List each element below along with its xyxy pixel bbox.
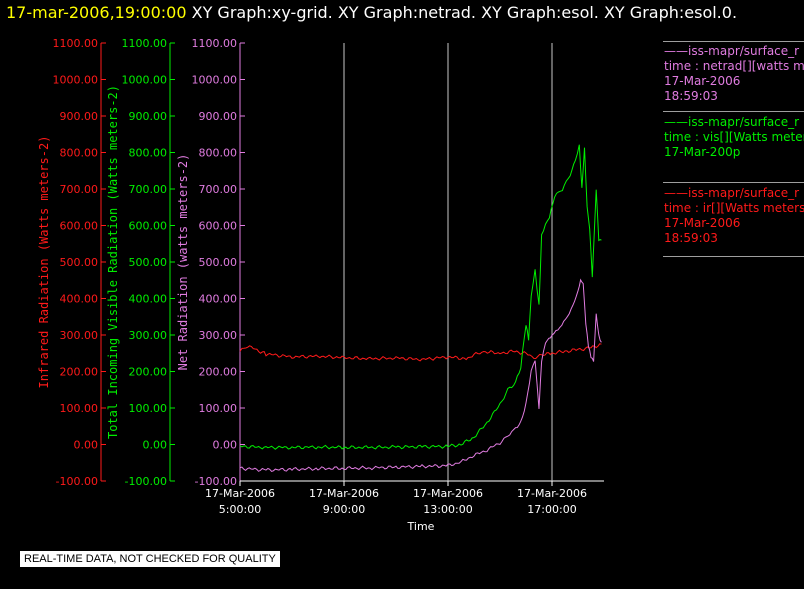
vis-axis-label: Total Incoming Visible Radiation (Watts … (106, 85, 120, 439)
x-tick-label-date: 17-Mar-2006 (517, 487, 587, 500)
vis-y-tick-label: 400.00 (129, 293, 168, 306)
x-tick-label-time: 9:00:00 (323, 503, 365, 516)
ir-series-line (239, 343, 602, 362)
netrad-y-tick-label: 300.00 (199, 329, 238, 342)
legend-entry-netrad: ——iss-mapr/surface_r time : netrad[][wat… (664, 44, 804, 104)
vis-y-tick-label: 500.00 (129, 256, 168, 269)
vis-y-tick-label: 800.00 (129, 147, 168, 160)
legend-ir-date: 17-Mar-2006 (664, 216, 741, 230)
netrad-y-tick-label: 100.00 (199, 402, 238, 415)
ir-y-tick-label: 500.00 (60, 256, 99, 269)
vis-y-tick-label: -100.00 (125, 475, 167, 488)
ir-y-tick-label: 600.00 (60, 220, 99, 233)
legend-ir-time: 18:59:03 (664, 231, 718, 245)
legend-vis-source: ——iss-mapr/surface_r (664, 115, 800, 129)
vis-y-tick-label: 200.00 (129, 366, 168, 379)
legend-separator (663, 256, 804, 257)
vis-y-tick-label: 100.00 (129, 402, 168, 415)
vis-y-tick-label: 600.00 (129, 220, 168, 233)
quality-note: REAL-TIME DATA, NOT CHECKED FOR QUALITY (20, 551, 280, 567)
netrad-y-tick-label: 1100.00 (192, 37, 238, 50)
legend-separator (663, 111, 804, 112)
ir-axis-label: Infrared Radiation (Watts meters-2) (37, 136, 51, 389)
legend-entry-vis: ——iss-mapr/surface_r time : vis[][Watts … (664, 115, 804, 160)
netrad-y-tick-label: 200.00 (199, 366, 238, 379)
netrad-y-tick-label: -100.00 (195, 475, 237, 488)
netrad-y-tick-label: 0.00 (213, 439, 238, 452)
netrad-y-tick-label: 900.00 (199, 110, 238, 123)
netrad-axis-label: Net Radiation (watts meters-2) (176, 154, 190, 371)
netrad-y-tick-label: 400.00 (199, 293, 238, 306)
legend-ir-var: time : ir[][Watts meters (664, 201, 804, 215)
ir-y-tick-label: 800.00 (60, 147, 99, 160)
vis-y-tick-label: 900.00 (129, 110, 168, 123)
title-graphs: XY Graph:xy-grid. XY Graph:netrad. XY Gr… (191, 3, 738, 22)
ir-y-tick-label: 700.00 (60, 183, 99, 196)
x-tick-label-date: 17-Mar-2006 (413, 487, 483, 500)
legend-entry-ir: ——iss-mapr/surface_r time : ir[][Watts m… (664, 186, 804, 246)
legend-separator (663, 182, 804, 183)
netrad-y-tick-label: 1000.00 (192, 74, 238, 87)
x-tick-label-date: 17-Mar-2006 (205, 487, 275, 500)
ir-y-tick-label: 200.00 (60, 366, 99, 379)
legend-netrad-date: 17-Mar-2006 (664, 74, 741, 88)
netrad-y-tick-label: 800.00 (199, 147, 238, 160)
netrad-y-tick-label: 600.00 (199, 220, 238, 233)
vis-y-tick-label: 700.00 (129, 183, 168, 196)
ir-y-tick-label: 1000.00 (53, 74, 99, 87)
x-tick-label-date: 17-Mar-2006 (309, 487, 379, 500)
vis-y-tick-label: 0.00 (143, 439, 168, 452)
legend-netrad-var: time : netrad[][watts me (664, 59, 804, 73)
ir-y-tick-label: 900.00 (60, 110, 99, 123)
netrad-y-tick-label: 500.00 (199, 256, 238, 269)
ir-y-tick-label: 400.00 (60, 293, 99, 306)
title-time: 17-mar-2006,19:00:00 (6, 3, 187, 22)
vis-series-line (239, 144, 602, 450)
vis-y-tick-label: 1100.00 (122, 37, 168, 50)
ir-y-tick-label: -100.00 (56, 475, 98, 488)
x-tick-label-time: 13:00:00 (423, 503, 472, 516)
legend-netrad-time: 18:59:03 (664, 89, 718, 103)
legend-vis-date: 17-Mar-200p (664, 145, 741, 159)
x-tick-label-time: 5:00:00 (219, 503, 261, 516)
title-bar: 17-mar-2006,19:00:00 XY Graph:xy-grid. X… (6, 3, 737, 22)
x-axis-label: Time (407, 520, 435, 533)
x-tick-label-time: 17:00:00 (527, 503, 576, 516)
legend-ir-source: ——iss-mapr/surface_r (664, 186, 800, 200)
ir-y-tick-label: 100.00 (60, 402, 99, 415)
netrad-series-line (239, 278, 602, 472)
legend-netrad-source: ——iss-mapr/surface_r (664, 44, 800, 58)
legend-vis-var: time : vis[][Watts meter (664, 130, 804, 144)
ir-y-tick-label: 0.00 (74, 439, 99, 452)
vis-y-tick-label: 300.00 (129, 329, 168, 342)
vis-y-tick-label: 1000.00 (122, 74, 168, 87)
ir-y-tick-label: 1100.00 (53, 37, 99, 50)
netrad-y-tick-label: 700.00 (199, 183, 238, 196)
ir-y-tick-label: 300.00 (60, 329, 99, 342)
legend-separator (663, 41, 804, 42)
